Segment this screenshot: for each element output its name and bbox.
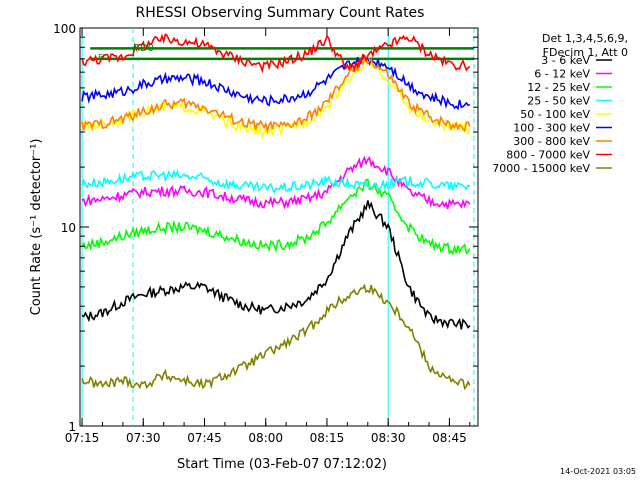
series-line-7 xyxy=(81,33,471,74)
legend-label-2: 12 - 25 keV xyxy=(527,81,590,94)
x-tick-label: 07:15 xyxy=(65,431,100,445)
y-tick-label: 10 xyxy=(61,221,76,235)
series-line-5 xyxy=(81,55,470,111)
x-tick-label: 08:00 xyxy=(248,431,283,445)
chart-title: RHESSI Observing Summary Count Rates xyxy=(136,5,425,21)
axes-layer: 07:15 07:30 07:45 08:00 08:15 08:30 08:45 1 10 10… xyxy=(53,22,478,445)
timestamp: 14-Oct-2021 03:05 xyxy=(560,467,636,476)
legend-label-7: 800 - 7000 keV xyxy=(506,149,590,162)
legend-label-4: 50 - 100 keV xyxy=(520,108,590,121)
legend-label-8: 7000 - 15000 keV xyxy=(492,162,590,175)
x-tick-label: 07:45 xyxy=(187,431,222,445)
y-axis-label: Count Rate (s⁻¹ detector⁻¹) xyxy=(29,139,44,316)
legend-label-3: 25 - 50 keV xyxy=(527,95,590,108)
series-line-8 xyxy=(81,283,471,391)
x-tick-label: 08:45 xyxy=(432,431,467,445)
series-line-3 xyxy=(81,169,471,195)
series-line-6 xyxy=(81,56,471,135)
x-tick-label: 08:15 xyxy=(310,431,345,445)
x-tick-label: 08:30 xyxy=(371,431,406,445)
series-line-2 xyxy=(81,178,471,256)
annotation-fl: FL xyxy=(98,53,108,62)
x-axis-label: Start Time (03-Feb-07 07:12:02) xyxy=(177,457,387,472)
legend-label-1: 6 - 12 keV xyxy=(534,68,590,81)
x-tick-label: 07:30 xyxy=(126,431,161,445)
legend-label-5: 100 - 300 keV xyxy=(513,122,590,135)
series-line-0 xyxy=(81,200,471,330)
annotation-rd: RD0 xyxy=(133,43,154,54)
legend-label-0: 3 - 6 keV xyxy=(541,54,590,67)
series-layer xyxy=(81,33,474,391)
shading-layer xyxy=(81,28,475,426)
series-line-1 xyxy=(81,155,471,210)
plot-frame xyxy=(79,27,479,427)
y-tick-label: 100 xyxy=(53,22,76,36)
y-tick-label: 1 xyxy=(68,420,76,434)
legend-label-6: 300 - 800 keV xyxy=(513,135,590,148)
legend-header-2: FDecim 1, Att 0 xyxy=(543,46,628,59)
legend-header-1: Det 1,3,4,5,6,9, xyxy=(542,32,628,45)
